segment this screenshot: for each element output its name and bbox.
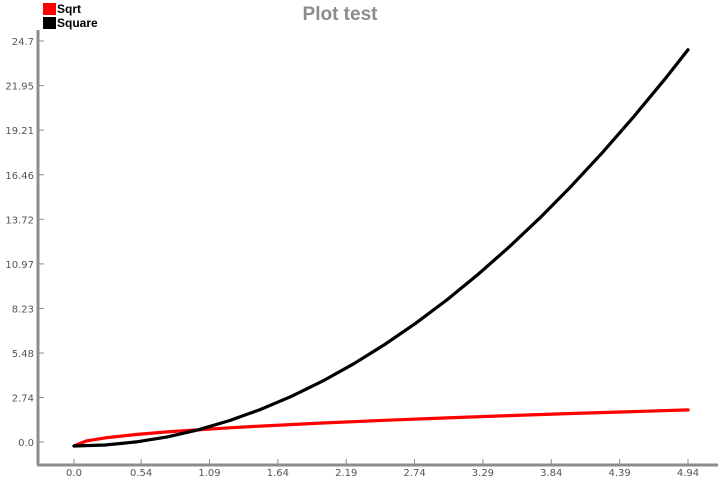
- x-tick-label: 4.39: [609, 468, 631, 479]
- x-tick-label: 1.09: [198, 468, 220, 479]
- x-tick-label: 2.19: [335, 468, 357, 479]
- x-tick-label: 1.64: [267, 468, 289, 479]
- x-tick-label: 4.94: [677, 468, 699, 479]
- y-tick-label: 16.46: [5, 171, 34, 182]
- y-tick-label: 19.21: [5, 126, 34, 137]
- series-layer: [72, 48, 690, 448]
- legend-label: Sqrt: [57, 2, 81, 16]
- y-tick-label: 10.97: [5, 260, 34, 271]
- y-axis-ticks: 0.0 2.74 5.48 8.23 10.97 13.72 16.46 19.21 21.95…: [5, 37, 44, 449]
- x-tick-label: 2.74: [403, 468, 425, 479]
- x-tick-label: 3.29: [472, 468, 494, 479]
- x-tick-label: 3.84: [540, 468, 562, 479]
- x-tick-label: 0.0: [66, 468, 82, 479]
- y-tick-label: 2.74: [12, 394, 34, 405]
- legend-label: Square: [57, 16, 98, 30]
- y-tick-label: 21.95: [5, 82, 34, 93]
- x-axis-ticks: 0.0 0.54 1.09 1.64 2.19 2.74 3.29 3.84 4.39 4.94: [66, 459, 699, 479]
- y-tick-label: 5.48: [12, 349, 34, 360]
- y-tick-label: 24.7: [12, 37, 34, 48]
- series-line-sqrt: [72, 408, 690, 448]
- chart-title: Plot test: [303, 4, 379, 25]
- y-tick-label: 8.23: [12, 304, 34, 315]
- series-line-square: [72, 48, 690, 448]
- x-tick-label: 0.54: [130, 468, 152, 479]
- y-tick-label: 13.72: [5, 215, 34, 226]
- y-tick-label: 0.0: [18, 438, 34, 449]
- axes: [36, 30, 718, 467]
- legend-swatch: [43, 17, 56, 29]
- legend-swatch: [43, 3, 56, 15]
